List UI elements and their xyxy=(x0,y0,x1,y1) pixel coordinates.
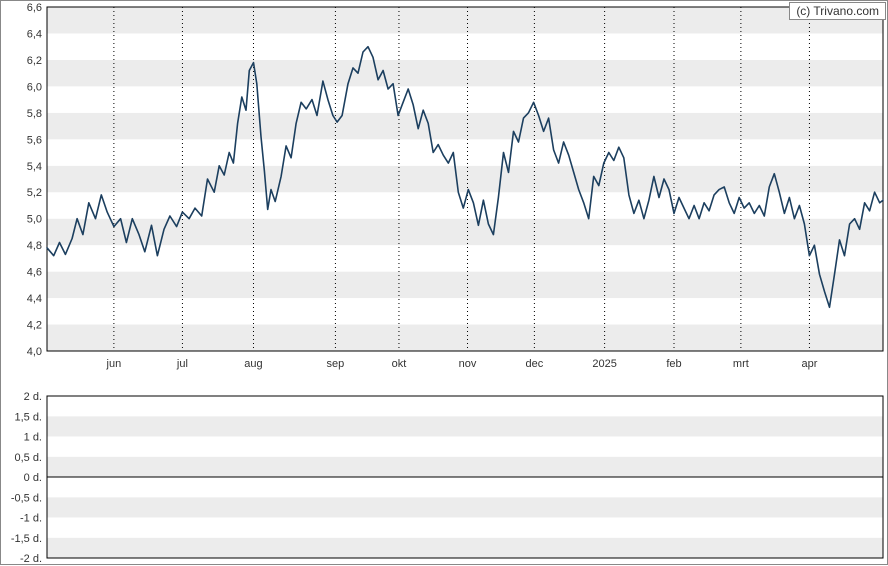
svg-text:-2 d.: -2 d. xyxy=(20,553,42,565)
svg-text:5,0: 5,0 xyxy=(27,214,42,226)
svg-text:sep: sep xyxy=(327,358,345,370)
svg-text:0,5 d.: 0,5 d. xyxy=(14,452,42,464)
svg-text:-0,5 d.: -0,5 d. xyxy=(11,492,42,504)
attribution-label: (c) Trivano.com xyxy=(789,2,886,20)
chart-container: (c) Trivano.com 4,0 4,2 4,4 4,6 4,8 5,0 5,2 5,4… xyxy=(0,0,888,565)
svg-text:5,6: 5,6 xyxy=(27,134,42,146)
svg-text:1,5 d.: 1,5 d. xyxy=(14,411,42,423)
svg-text:4,2: 4,2 xyxy=(27,320,42,332)
svg-text:6,4: 6,4 xyxy=(27,28,42,40)
svg-text:jun: jun xyxy=(106,358,122,370)
svg-text:2025: 2025 xyxy=(592,358,616,370)
svg-text:apr: apr xyxy=(801,358,817,370)
svg-text:dec: dec xyxy=(526,358,544,370)
svg-text:feb: feb xyxy=(666,358,681,370)
svg-text:4,6: 4,6 xyxy=(27,267,42,279)
svg-text:4,0: 4,0 xyxy=(27,346,42,358)
svg-text:aug: aug xyxy=(244,358,262,370)
svg-text:5,2: 5,2 xyxy=(27,187,42,199)
svg-text:-1 d.: -1 d. xyxy=(20,513,42,525)
svg-text:0 d.: 0 d. xyxy=(24,472,42,484)
svg-text:nov: nov xyxy=(459,358,477,370)
svg-text:1 d.: 1 d. xyxy=(24,432,42,444)
svg-text:6,2: 6,2 xyxy=(27,55,42,67)
chart-svg: 4,0 4,2 4,4 4,6 4,8 5,0 5,2 5,4 5,6 5,8 6,0 6,2 6,4 6… xyxy=(1,1,888,566)
svg-text:mrt: mrt xyxy=(733,358,749,370)
svg-text:okt: okt xyxy=(392,358,407,370)
svg-text:2 d.: 2 d. xyxy=(24,391,42,403)
svg-text:-1,5 d.: -1,5 d. xyxy=(11,533,42,545)
svg-text:5,8: 5,8 xyxy=(27,108,42,120)
svg-text:5,4: 5,4 xyxy=(27,161,42,173)
svg-text:4,8: 4,8 xyxy=(27,240,42,252)
svg-text:6,6: 6,6 xyxy=(27,2,42,14)
svg-text:4,4: 4,4 xyxy=(27,293,42,305)
svg-text:jul: jul xyxy=(176,358,188,370)
svg-text:6,0: 6,0 xyxy=(27,81,42,93)
